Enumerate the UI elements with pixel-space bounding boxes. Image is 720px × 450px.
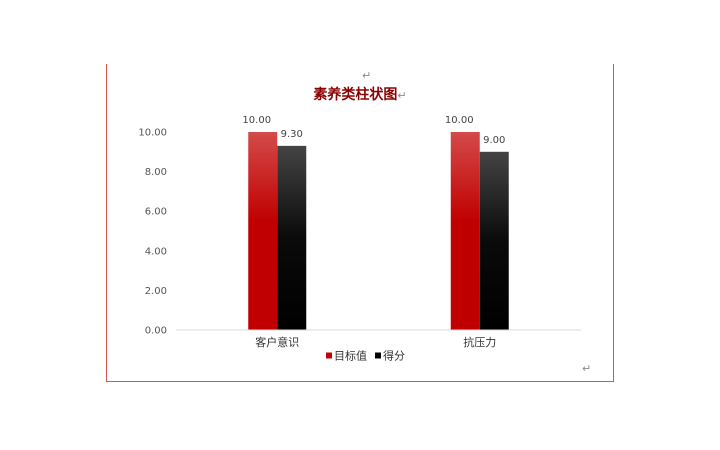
y-tick-label: 10.00 <box>138 128 167 139</box>
paragraph-mark-title: ↵ <box>397 89 407 102</box>
legend-label: 目标值 <box>334 349 367 363</box>
chart-title: 素养类柱状图↵ <box>0 84 720 104</box>
chart-title-text: 素养类柱状图 <box>313 87 398 103</box>
y-tick-label: 4.00 <box>145 246 167 257</box>
bar-score-2 <box>479 151 509 330</box>
legend-swatch <box>326 352 332 359</box>
data-label: 9.30 <box>281 129 303 140</box>
data-label: 10.00 <box>445 115 474 126</box>
y-axis: 0.00 2.00 4.00 6.00 8.00 10.00 <box>138 128 167 337</box>
x-category-label: 抗压力 <box>463 335 496 349</box>
bars <box>248 132 509 330</box>
data-label: 10.00 <box>242 115 271 126</box>
data-label: 9.00 <box>483 135 505 146</box>
y-tick-label: 2.00 <box>145 286 167 297</box>
bar-target-1 <box>248 132 278 330</box>
paragraph-mark-top: ↵ <box>362 69 372 82</box>
legend: 目标值 得分 <box>326 349 405 363</box>
x-category-label: 客户意识 <box>255 335 299 349</box>
y-tick-label: 6.00 <box>145 207 167 218</box>
y-tick-label: 0.00 <box>145 326 167 337</box>
legend-swatch <box>375 352 381 359</box>
y-tick-label: 8.00 <box>145 167 167 178</box>
data-labels: 10.00 9.30 10.00 9.00 <box>242 115 505 146</box>
bar-score-1 <box>277 145 307 330</box>
document-frame <box>106 64 614 382</box>
bar-target-2 <box>450 132 480 330</box>
legend-label: 得分 <box>383 350 405 363</box>
x-axis: 客户意识 抗压力 <box>255 335 496 349</box>
paragraph-mark-bottom: ↵ <box>582 362 592 375</box>
